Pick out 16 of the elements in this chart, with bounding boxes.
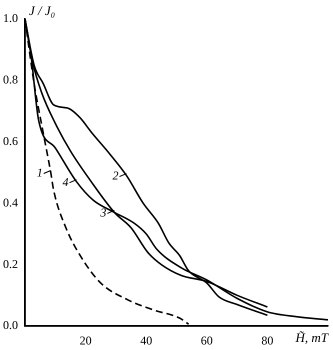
y-tick-label: 0.4 bbox=[3, 195, 18, 210]
annotation: 4 bbox=[62, 174, 69, 189]
y-tick-label: 0.0 bbox=[3, 318, 18, 332]
x-tick-label: 40 bbox=[140, 333, 152, 348]
y-tick-label: 0.8 bbox=[3, 72, 18, 87]
y-axis-title: J / J₀ bbox=[29, 2, 56, 18]
annotation: 3 bbox=[99, 206, 106, 220]
x-tick-label: 20 bbox=[80, 333, 92, 348]
y-tick-label: 1.0 bbox=[3, 11, 18, 26]
y-tick-label: 0.2 bbox=[3, 256, 18, 271]
x-axis-title: H̃, mT bbox=[294, 330, 329, 345]
annotation: 2 bbox=[112, 168, 119, 183]
annotation: 1 bbox=[36, 166, 43, 180]
x-tick-label: 60 bbox=[200, 333, 213, 348]
y-tick-label: 0.6 bbox=[3, 134, 18, 148]
x-tick-label: 80 bbox=[261, 333, 274, 348]
